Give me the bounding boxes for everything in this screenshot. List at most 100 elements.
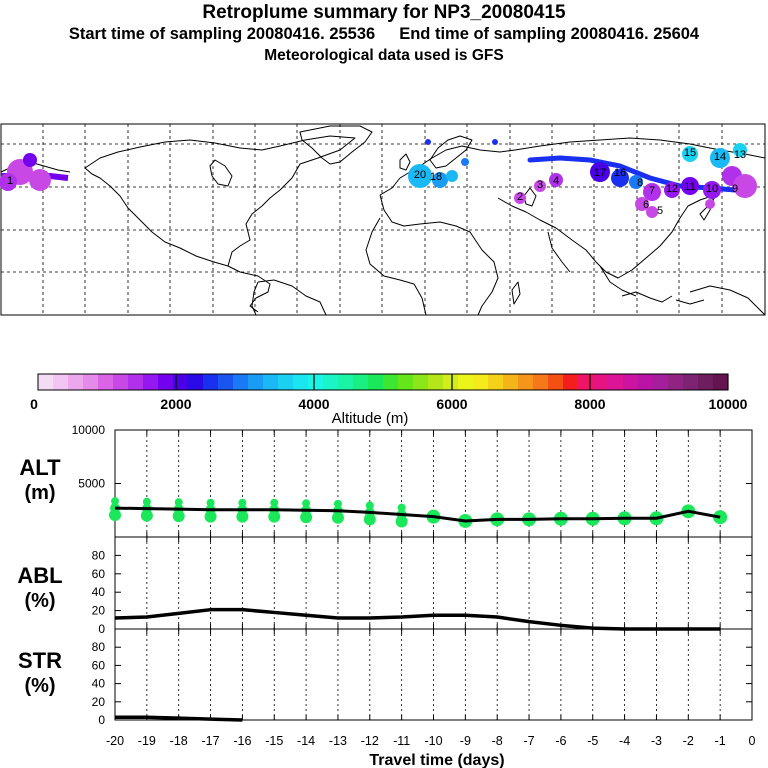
- plume-marker: [432, 172, 448, 188]
- plume-day-label: 1: [7, 175, 13, 187]
- y-tick-label: 60: [92, 567, 106, 581]
- coast-hudson-bay: [209, 159, 233, 187]
- colorbar-swatch: [188, 374, 204, 390]
- y-tick-label: 80: [92, 640, 106, 654]
- colorbar-swatch: [338, 374, 354, 390]
- colorbar-swatch: [173, 374, 189, 390]
- coast-south-america: [251, 279, 327, 316]
- plume-day-label: 9: [732, 183, 738, 195]
- colorbar-swatch: [518, 374, 534, 390]
- x-tick-label: -3: [651, 734, 662, 748]
- x-tick-label: -16: [233, 734, 251, 748]
- plume-marker: [733, 143, 747, 157]
- colorbar-swatch: [563, 374, 579, 390]
- plume-marker: [629, 175, 643, 189]
- panel-ylabel: (%): [24, 590, 55, 612]
- plume-marker: [23, 153, 37, 167]
- plume-marker: [710, 148, 730, 168]
- coast-australia: [689, 285, 766, 316]
- colorbar-swatch: [368, 374, 384, 390]
- plume-marker: [705, 199, 715, 209]
- altitude-plume-dot: [331, 511, 344, 524]
- plume-marker: [643, 183, 661, 201]
- x-tick-label: -17: [202, 734, 220, 748]
- colorbar-swatch: [413, 374, 429, 390]
- colorbar-swatch: [593, 374, 609, 390]
- x-tick-label: -5: [587, 734, 598, 748]
- x-tick-label: -14: [297, 734, 315, 748]
- coast-caspian: [523, 187, 537, 207]
- plume-day-label: 18: [430, 171, 442, 183]
- colorbar-swatch: [503, 374, 519, 390]
- plume-marker: [29, 169, 51, 191]
- altitude-plume-dot: [109, 509, 121, 522]
- plume-marker: [534, 180, 546, 192]
- coast-europe-africa: [365, 145, 516, 316]
- y-tick-label: 20: [92, 695, 106, 709]
- colorbar-swatch: [83, 374, 99, 390]
- world-map: 20 18 17 16 15 14 13 12 11 10 9 876 5 43 2 1: [0, 123, 766, 316]
- colorbar-swatch: [533, 374, 549, 390]
- plume-marker: [703, 181, 721, 199]
- panel-ylabel: (%): [24, 675, 55, 697]
- colorbar-swatch: [608, 374, 624, 390]
- plume-day-label: 20: [414, 169, 426, 181]
- plume-day-label: 15: [684, 147, 696, 159]
- x-axis-title: Travel time (days): [369, 752, 504, 768]
- colorbar-swatch: [653, 374, 669, 390]
- coast-madagascar: [511, 281, 521, 305]
- colorbar-swatch: [428, 374, 444, 390]
- coast-north-america: [84, 135, 356, 313]
- colorbar-swatch: [713, 374, 729, 390]
- colorbar-swatch: [113, 374, 129, 390]
- x-tick-label: -12: [361, 734, 379, 748]
- y-tick-label: 5000: [78, 477, 105, 491]
- panel-ylabel: STR: [18, 648, 62, 673]
- x-tick-label: -2: [683, 734, 694, 748]
- plume-marker: [590, 162, 610, 182]
- x-tick-label: -18: [170, 734, 188, 748]
- altitude-plume-dot: [236, 510, 249, 523]
- end-sampling-time: End time of sampling 20080416. 25604: [399, 25, 700, 43]
- colorbar-swatch: [98, 374, 114, 390]
- plume-day-label: 7: [649, 185, 655, 197]
- colorbar-swatch: [248, 374, 264, 390]
- plume-marker: [461, 158, 469, 166]
- colorbar-swatch: [683, 374, 699, 390]
- colorbar-swatch: [53, 374, 69, 390]
- colorbar-swatch: [638, 374, 654, 390]
- altitude-plume-dot: [204, 510, 217, 523]
- plume-day-label: 17: [594, 167, 606, 179]
- altitude-colorbar: 0 2000 4000 6000 8000 10000: [30, 373, 748, 412]
- plume-marker: [682, 146, 698, 162]
- x-tick-label: -9: [460, 734, 471, 748]
- y-tick-label: 40: [92, 677, 106, 691]
- plume-marker: [549, 173, 563, 187]
- abl-line: [114, 607, 721, 631]
- altitude-plume-dot: [395, 515, 408, 528]
- altitude-plume-dot: [238, 498, 247, 507]
- colorbar-swatch: [578, 374, 594, 390]
- map-plume: 20 18 17 16 15 14 13 12 11 10 9 876 5 43 2 1: [0, 139, 757, 218]
- time-series-panels: 100005000ALT(m)806040200ABL(%)806040200S…: [17, 423, 755, 748]
- plume-marker: [611, 169, 629, 187]
- colorbar-swatch: [383, 374, 399, 390]
- x-tick-label: -10: [424, 734, 442, 748]
- plume-day-label: 12: [666, 183, 678, 195]
- altitude-plume-dot: [302, 499, 311, 508]
- plume-marker: [425, 139, 431, 145]
- altitude-plume-dot: [268, 510, 281, 523]
- colorbar-swatch: [158, 374, 174, 390]
- colorbar-swatch: [443, 374, 459, 390]
- plume-day-label: 10: [706, 183, 718, 195]
- plume-day-label: 13: [734, 149, 746, 161]
- altitude-plume-dot: [363, 513, 376, 526]
- altitude-plume-dot: [111, 497, 119, 506]
- plume-marker: [664, 182, 680, 198]
- x-tick-label: -20: [106, 734, 124, 748]
- colorbar-swatch: [308, 374, 324, 390]
- plume-day-label: 11: [684, 181, 695, 193]
- y-tick-label: 40: [92, 585, 106, 599]
- altitude-plume-dot: [142, 497, 151, 506]
